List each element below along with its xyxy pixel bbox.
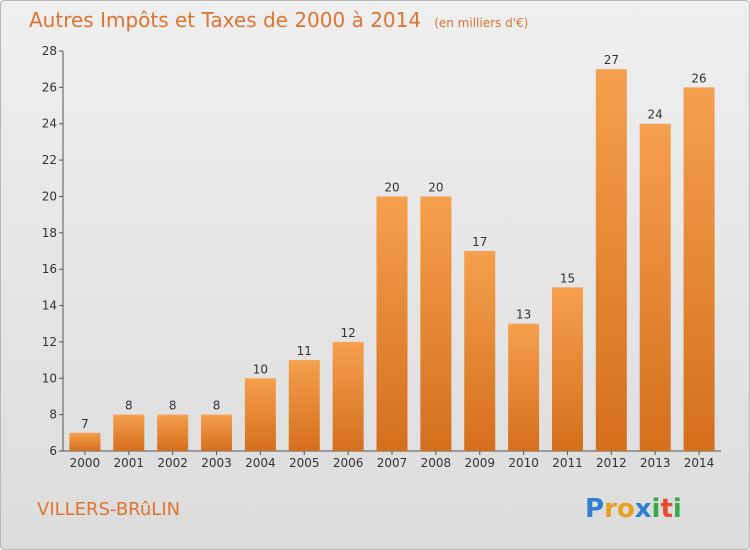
y-tick-label: 28 bbox=[42, 44, 57, 58]
y-tick-label: 6 bbox=[49, 444, 57, 458]
x-tick-label: 2003 bbox=[201, 456, 232, 470]
logo-letter: P bbox=[585, 494, 604, 524]
x-tick-label: 2005 bbox=[289, 456, 320, 470]
y-tick-label: 16 bbox=[42, 262, 57, 276]
bars: 7 8 8 8 10 11 12 20 20 17 13 15 27 24 26 bbox=[69, 53, 715, 452]
x-tick-label: 2004 bbox=[245, 456, 276, 470]
x-tick-label: 2006 bbox=[333, 456, 364, 470]
logo-letter: i bbox=[673, 494, 682, 524]
bar-2001 bbox=[113, 414, 145, 451]
x-tick-label: 2011 bbox=[552, 456, 583, 470]
logo-letter: o bbox=[617, 494, 635, 524]
x-tick-label: 2010 bbox=[508, 456, 539, 470]
x-axis: 2000 2001 2002 2003 2004 2005 2006 2007 2008 2009… bbox=[70, 451, 715, 470]
y-tick-label: 12 bbox=[42, 335, 57, 349]
logo-letter: x bbox=[635, 494, 652, 524]
y-tick-label: 18 bbox=[42, 226, 57, 240]
y-axis: 6 8 10 12 14 16 18 20 22 24 26 28 bbox=[42, 44, 63, 458]
chart-title: Autres Impôts et Taxes de 2000 à 2014 (e… bbox=[29, 8, 528, 32]
y-tick-label: 24 bbox=[42, 117, 57, 131]
data-label-2003: 8 bbox=[213, 399, 221, 413]
x-tick-label: 2012 bbox=[596, 456, 627, 470]
x-tick-label: 2001 bbox=[114, 456, 145, 470]
bar-2003 bbox=[201, 414, 233, 451]
bar-2014 bbox=[683, 87, 715, 451]
bar-2004 bbox=[244, 378, 276, 451]
data-label-2007: 20 bbox=[384, 180, 399, 194]
commune-name: VILLERS-BRûLIN bbox=[37, 499, 180, 520]
bar-2011 bbox=[551, 287, 583, 451]
chart-title-main: Autres Impôts et Taxes de 2000 à 2014 bbox=[29, 8, 421, 32]
x-tick-label: 2002 bbox=[157, 456, 188, 470]
x-tick-label: 2009 bbox=[464, 456, 495, 470]
logo-letter: i bbox=[652, 494, 661, 524]
proxiti-logo: Proxiti bbox=[585, 494, 682, 524]
y-tick-label: 14 bbox=[42, 299, 57, 313]
data-label-2006: 12 bbox=[340, 326, 355, 340]
data-label-2013: 24 bbox=[648, 108, 663, 122]
data-label-2005: 11 bbox=[297, 344, 312, 358]
bar-2007 bbox=[376, 196, 408, 451]
bar-2008 bbox=[420, 196, 452, 451]
bar-2002 bbox=[157, 414, 189, 451]
data-label-2004: 10 bbox=[253, 362, 268, 376]
data-label-2012: 27 bbox=[604, 53, 619, 67]
y-tick-label: 22 bbox=[42, 153, 57, 167]
bar-2005 bbox=[288, 360, 320, 451]
y-tick-label: 26 bbox=[42, 80, 57, 94]
data-label-2009: 17 bbox=[472, 235, 487, 249]
data-label-2000: 7 bbox=[81, 417, 89, 431]
y-tick-label: 20 bbox=[42, 189, 57, 203]
bar-2009 bbox=[464, 251, 496, 451]
logo-letter: r bbox=[604, 494, 617, 524]
bar-2006 bbox=[332, 341, 364, 451]
bar-2013 bbox=[639, 123, 671, 452]
data-label-2011: 15 bbox=[560, 271, 575, 285]
logo-letter: t bbox=[660, 494, 672, 524]
bar-2010 bbox=[508, 323, 540, 451]
x-tick-label: 2007 bbox=[377, 456, 408, 470]
bar-2000 bbox=[69, 432, 101, 451]
bar-2012 bbox=[595, 69, 627, 451]
data-label-2010: 13 bbox=[516, 308, 531, 322]
data-label-2001: 8 bbox=[125, 399, 133, 413]
y-tick-label: 8 bbox=[49, 408, 57, 422]
data-label-2014: 26 bbox=[691, 71, 706, 85]
chart-title-unit: (en milliers d'€) bbox=[434, 16, 528, 30]
data-label-2002: 8 bbox=[169, 399, 177, 413]
x-tick-label: 2008 bbox=[421, 456, 452, 470]
x-tick-label: 2000 bbox=[70, 456, 101, 470]
x-tick-label: 2013 bbox=[640, 456, 671, 470]
data-label-2008: 20 bbox=[428, 180, 443, 194]
y-tick-label: 10 bbox=[42, 371, 57, 385]
x-tick-label: 2014 bbox=[684, 456, 715, 470]
